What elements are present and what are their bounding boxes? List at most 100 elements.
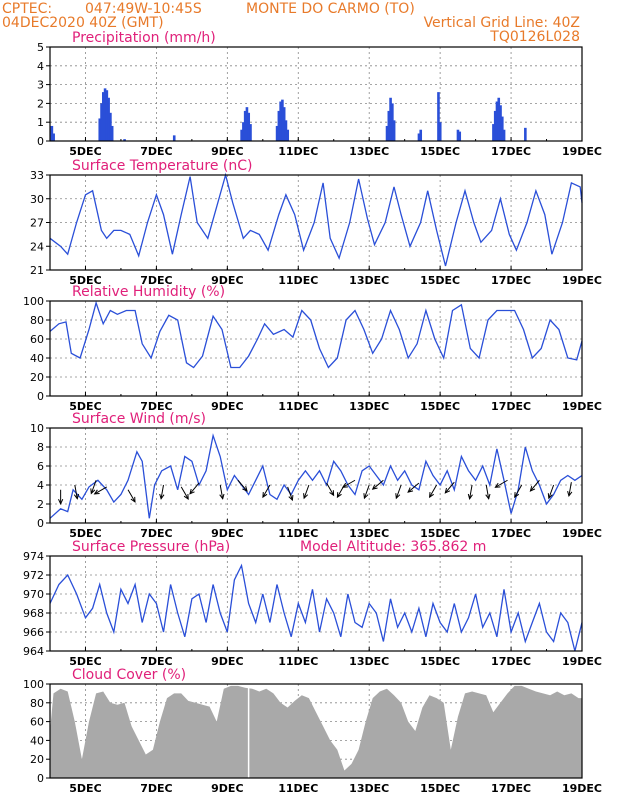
wind-wind-arrow — [467, 484, 473, 500]
wind-wind-arrow — [341, 479, 356, 488]
cloud-cover-panel: Cloud Cover (%) 0 20 40 60 80 100 5DEC 7DEC 9DEC 1… — [23, 667, 602, 795]
precipitation-xtick-label: 19DEC — [562, 145, 602, 158]
precipitation-ytick-label: 3 — [37, 79, 44, 92]
precipitation-xtick-label: 17DEC — [491, 145, 531, 158]
precipitation-bar — [245, 107, 249, 141]
wind-wind-arrow — [159, 484, 165, 500]
precipitation-bar — [419, 129, 423, 141]
wind-xtick-label: 19DEC — [562, 527, 602, 540]
temperature-xtick-label: 15DEC — [420, 274, 460, 287]
humidity-xtick-label: 17DEC — [491, 400, 531, 413]
precipitation-bar — [502, 129, 506, 141]
wind-xtick-label: 15DEC — [420, 527, 460, 540]
cloud-cover-ytick-label: 60 — [30, 716, 44, 729]
precipitation-bar — [109, 112, 112, 141]
wind-xtick-label: 13DEC — [349, 527, 389, 540]
wind-wind-arrow — [73, 484, 80, 500]
precipitation-ytick-label: 0 — [37, 135, 44, 148]
wind-wind-arrow — [287, 486, 294, 502]
precipitation-bar — [385, 125, 389, 141]
pressure-xtick-label: 9DEC — [211, 655, 243, 668]
precipitation-bar — [279, 101, 282, 141]
humidity-ytick-label: 80 — [30, 314, 44, 327]
humidity-panel: Relative Humidity (%) 0 20 40 60 80 100 5DEC 7DE… — [23, 284, 602, 413]
wind-wind-arrow — [127, 489, 136, 503]
precipitation-bar — [417, 133, 421, 141]
wind-wind-arrow — [262, 484, 271, 499]
precipitation-bar — [499, 105, 502, 141]
precipitation-xtick-label: 7DEC — [140, 145, 172, 158]
wind-wind-arrow — [93, 486, 107, 495]
humidity-ytick-label: 40 — [30, 352, 44, 365]
precipitation-bar — [275, 125, 279, 141]
wind-wind-arrow — [514, 484, 523, 499]
pressure-ytick-label: 972 — [23, 569, 44, 582]
temperature-title: Surface Temperature (nC) — [72, 158, 253, 174]
precipitation-bar — [247, 112, 251, 141]
wind-ytick-label: 2 — [37, 498, 44, 511]
humidity-frame — [49, 300, 583, 397]
precipitation-ytick-label: 1 — [37, 116, 44, 129]
precipitation-bar — [282, 107, 286, 141]
wind-frame — [49, 427, 583, 524]
temperature-xtick-label: 13DEC — [349, 274, 389, 287]
precipitation-bar — [243, 110, 247, 141]
header-coords: 047:49W-10:45S — [85, 1, 202, 17]
pressure-xtick-label: 5DEC — [69, 655, 101, 668]
precipitation-bar — [456, 129, 460, 141]
cloud-cover-ytick-label: 100 — [23, 678, 44, 691]
precipitation-bar — [242, 122, 245, 141]
pressure-ytick-label: 974 — [23, 550, 44, 563]
pressure-xtick-label: 17DEC — [491, 655, 531, 668]
wind-ytick-label: 6 — [37, 460, 44, 473]
wind-wind-arrow — [237, 479, 248, 492]
wind-wind-arrow — [189, 482, 200, 495]
wind-wind-arrow — [219, 484, 225, 500]
wind-wind-arrow — [326, 482, 335, 497]
humidity-xtick-label: 19DEC — [562, 400, 602, 413]
temperature-ytick-label: 33 — [30, 169, 44, 182]
precipitation-bar — [100, 103, 103, 141]
precipitation-bar — [286, 129, 290, 141]
header-grid-info: Vertical Grid Line: 40Z — [424, 15, 580, 31]
precipitation-ytick-label: 4 — [37, 60, 44, 73]
cloud-cover-ytick-label: 80 — [30, 697, 44, 710]
wind-title: Surface Wind (m/s) — [72, 411, 206, 427]
humidity-ytick-label: 0 — [37, 390, 44, 403]
precipitation-ytick-label: 2 — [37, 97, 44, 110]
precipitation-bar — [284, 120, 288, 141]
precipitation-xtick-label: 9DEC — [211, 145, 243, 158]
wind-wind-arrow — [494, 479, 508, 488]
precipitation-bar — [249, 124, 252, 141]
wind-wind-arrow — [444, 481, 455, 494]
precipitation-bar — [103, 88, 107, 141]
wind-wind-arrow — [180, 486, 189, 500]
pressure-ytick-label: 970 — [23, 588, 44, 601]
cloud-cover-title: Cloud Cover (%) — [72, 667, 186, 683]
wind-xtick-label: 5DEC — [69, 527, 101, 540]
pressure-xtick-label: 13DEC — [349, 655, 389, 668]
pressure-title: Surface Pressure (hPa) — [72, 539, 230, 555]
pressure-xtick-label: 7DEC — [140, 655, 172, 668]
wind-xtick-label: 7DEC — [140, 527, 172, 540]
wind-wind-arrow — [58, 489, 64, 505]
wind-wind-arrow — [485, 484, 491, 500]
temperature-xtick-label: 7DEC — [140, 274, 172, 287]
cloud-cover-ytick-label: 0 — [37, 772, 44, 785]
cloud-cover-xtick-label: 17DEC — [491, 782, 531, 795]
precipitation-bar — [492, 124, 495, 141]
precipitation-bar — [98, 118, 102, 141]
temperature-ytick-label: 24 — [30, 240, 44, 253]
wind-wind-arrow — [529, 479, 540, 492]
header-code: TQ0126L028 — [489, 29, 580, 45]
wind-ytick-label: 8 — [37, 441, 44, 454]
cloud-cover-xtick-label: 13DEC — [349, 782, 389, 795]
humidity-xtick-label: 7DEC — [140, 400, 172, 413]
humidity-series-line — [49, 300, 583, 369]
precipitation-bar — [392, 120, 396, 141]
wind-series-line — [49, 433, 583, 519]
pressure-ytick-label: 964 — [23, 645, 44, 658]
cloud-cover-xtick-label: 11DEC — [278, 782, 318, 795]
wind-ytick-label: 10 — [30, 422, 44, 435]
precipitation-bar — [493, 110, 497, 141]
